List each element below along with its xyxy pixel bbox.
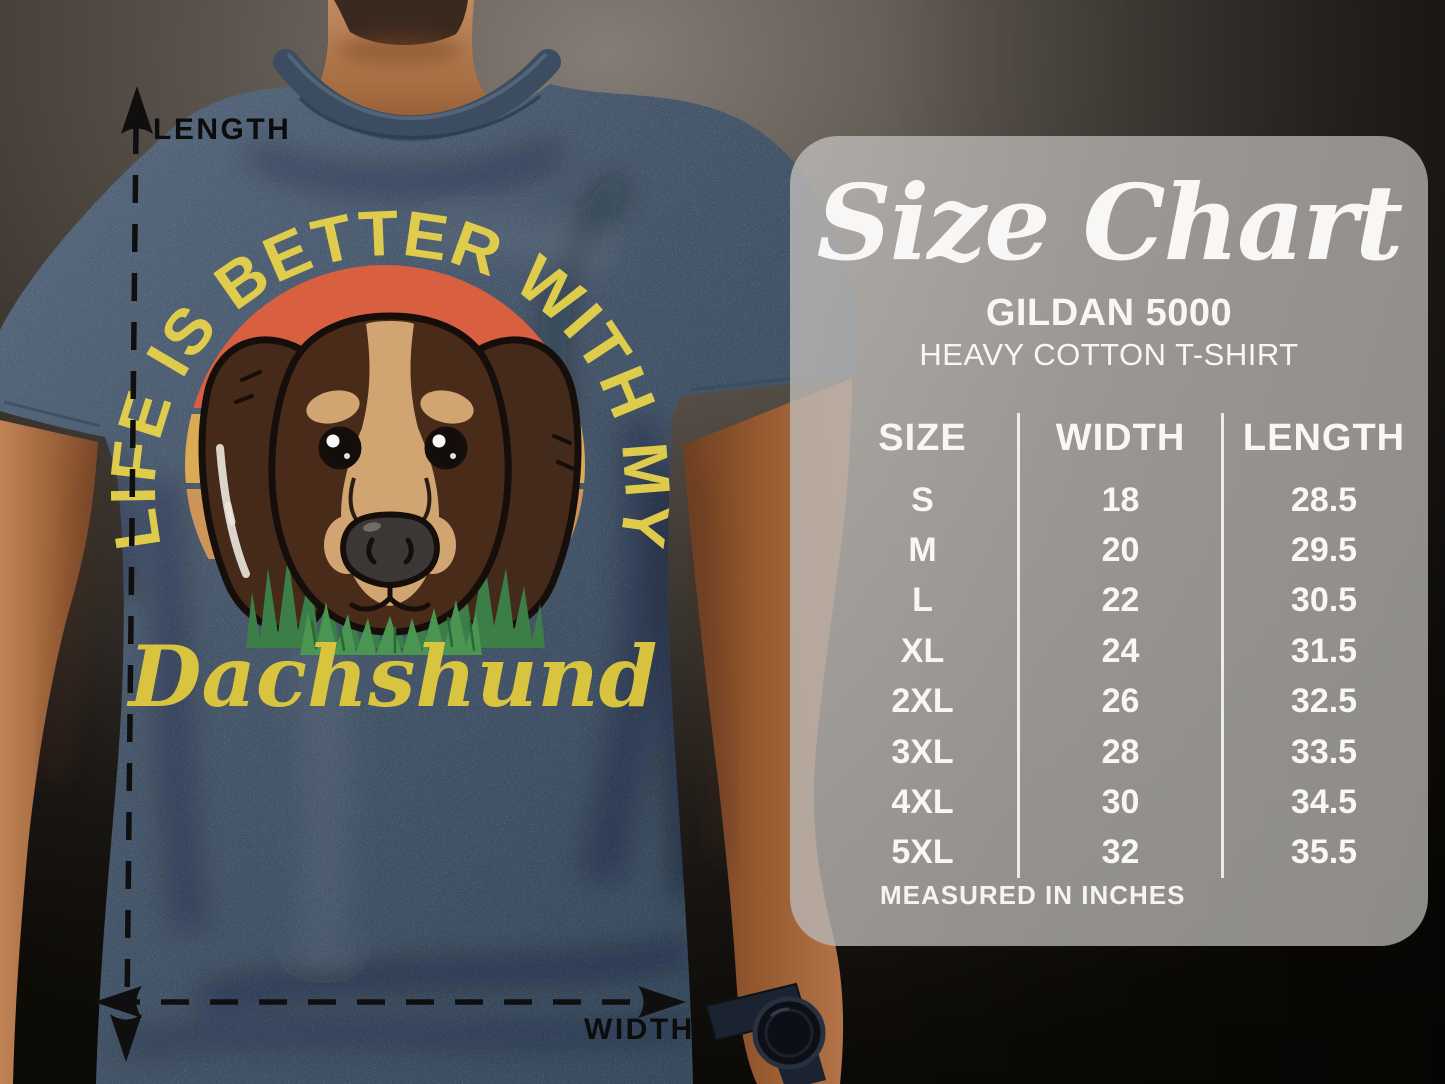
measurement-units-note: MEASURED IN INCHES (880, 880, 1186, 910)
arrow-up-icon (121, 86, 153, 134)
size-cell: XL (790, 626, 1020, 677)
divider-spacer (1224, 463, 1428, 475)
size-cell: L (790, 575, 1020, 627)
length-cell: 31.5 (1290, 631, 1358, 670)
length-cell: 28.5 (1290, 480, 1358, 519)
arrow-down-icon (110, 1014, 142, 1062)
size-cell: 4XL (790, 777, 1020, 828)
grass-front (300, 600, 482, 655)
arrow-left-icon (94, 986, 142, 1018)
column-header-size: SIZE (790, 413, 1020, 463)
divider-spacer (790, 463, 1020, 475)
length-cell: 32.5 (1290, 682, 1358, 721)
product-name: GILDAN 5000 (985, 292, 1233, 334)
dachshund-illustration (198, 312, 582, 655)
length-cell: 35.5 (1290, 833, 1358, 872)
length-cell: 33.5 (1290, 732, 1358, 771)
length-cell: 30.5 (1290, 581, 1358, 620)
width-arrow (94, 986, 686, 1018)
dog-mouth (349, 582, 431, 612)
size-chart-title: Size Chart (816, 161, 1404, 284)
dog-nose (340, 511, 440, 589)
product-subtitle: HEAVY COTTON T-SHIRT (919, 337, 1299, 372)
arrow-right-icon (638, 986, 686, 1018)
size-cell: 3XL (790, 726, 1020, 778)
width-cell: 30 (1020, 777, 1224, 828)
size-chart-panel: Size Chart GILDAN 5000 HEAVY COTTON T-SH… (790, 136, 1428, 946)
size-cell: M (790, 525, 1020, 576)
chin-beard-shadow (334, 0, 468, 46)
width-cell: 32 (1020, 827, 1224, 879)
size-table: SIZE WIDTH LENGTH S 18 28.5 M 20 29.5 L … (790, 413, 1428, 879)
length-label: LENGTH (153, 113, 292, 146)
length-arrow (110, 86, 153, 1062)
width-cell: 20 (1020, 525, 1224, 576)
width-label: WIDTH (584, 1013, 695, 1046)
dog-eyes (318, 426, 468, 470)
length-cell: 29.5 (1290, 531, 1358, 570)
collar (273, 49, 561, 142)
design-script-text: Dachshund (127, 627, 658, 726)
size-cell: 5XL (790, 827, 1020, 879)
wrist-watch (704, 982, 826, 1084)
size-cell: 2XL (790, 676, 1020, 727)
model-left-arm (0, 420, 98, 1084)
width-cell: 18 (1020, 475, 1224, 526)
width-cell: 26 (1020, 676, 1224, 727)
size-cell: S (790, 475, 1020, 526)
column-header-width: WIDTH (1020, 413, 1224, 463)
divider-spacer (1020, 463, 1224, 475)
width-cell: 28 (1020, 726, 1224, 778)
width-cell: 22 (1020, 575, 1224, 627)
column-header-length: LENGTH (1242, 416, 1406, 459)
length-cell: 34.5 (1290, 783, 1358, 822)
width-cell: 24 (1020, 626, 1224, 677)
